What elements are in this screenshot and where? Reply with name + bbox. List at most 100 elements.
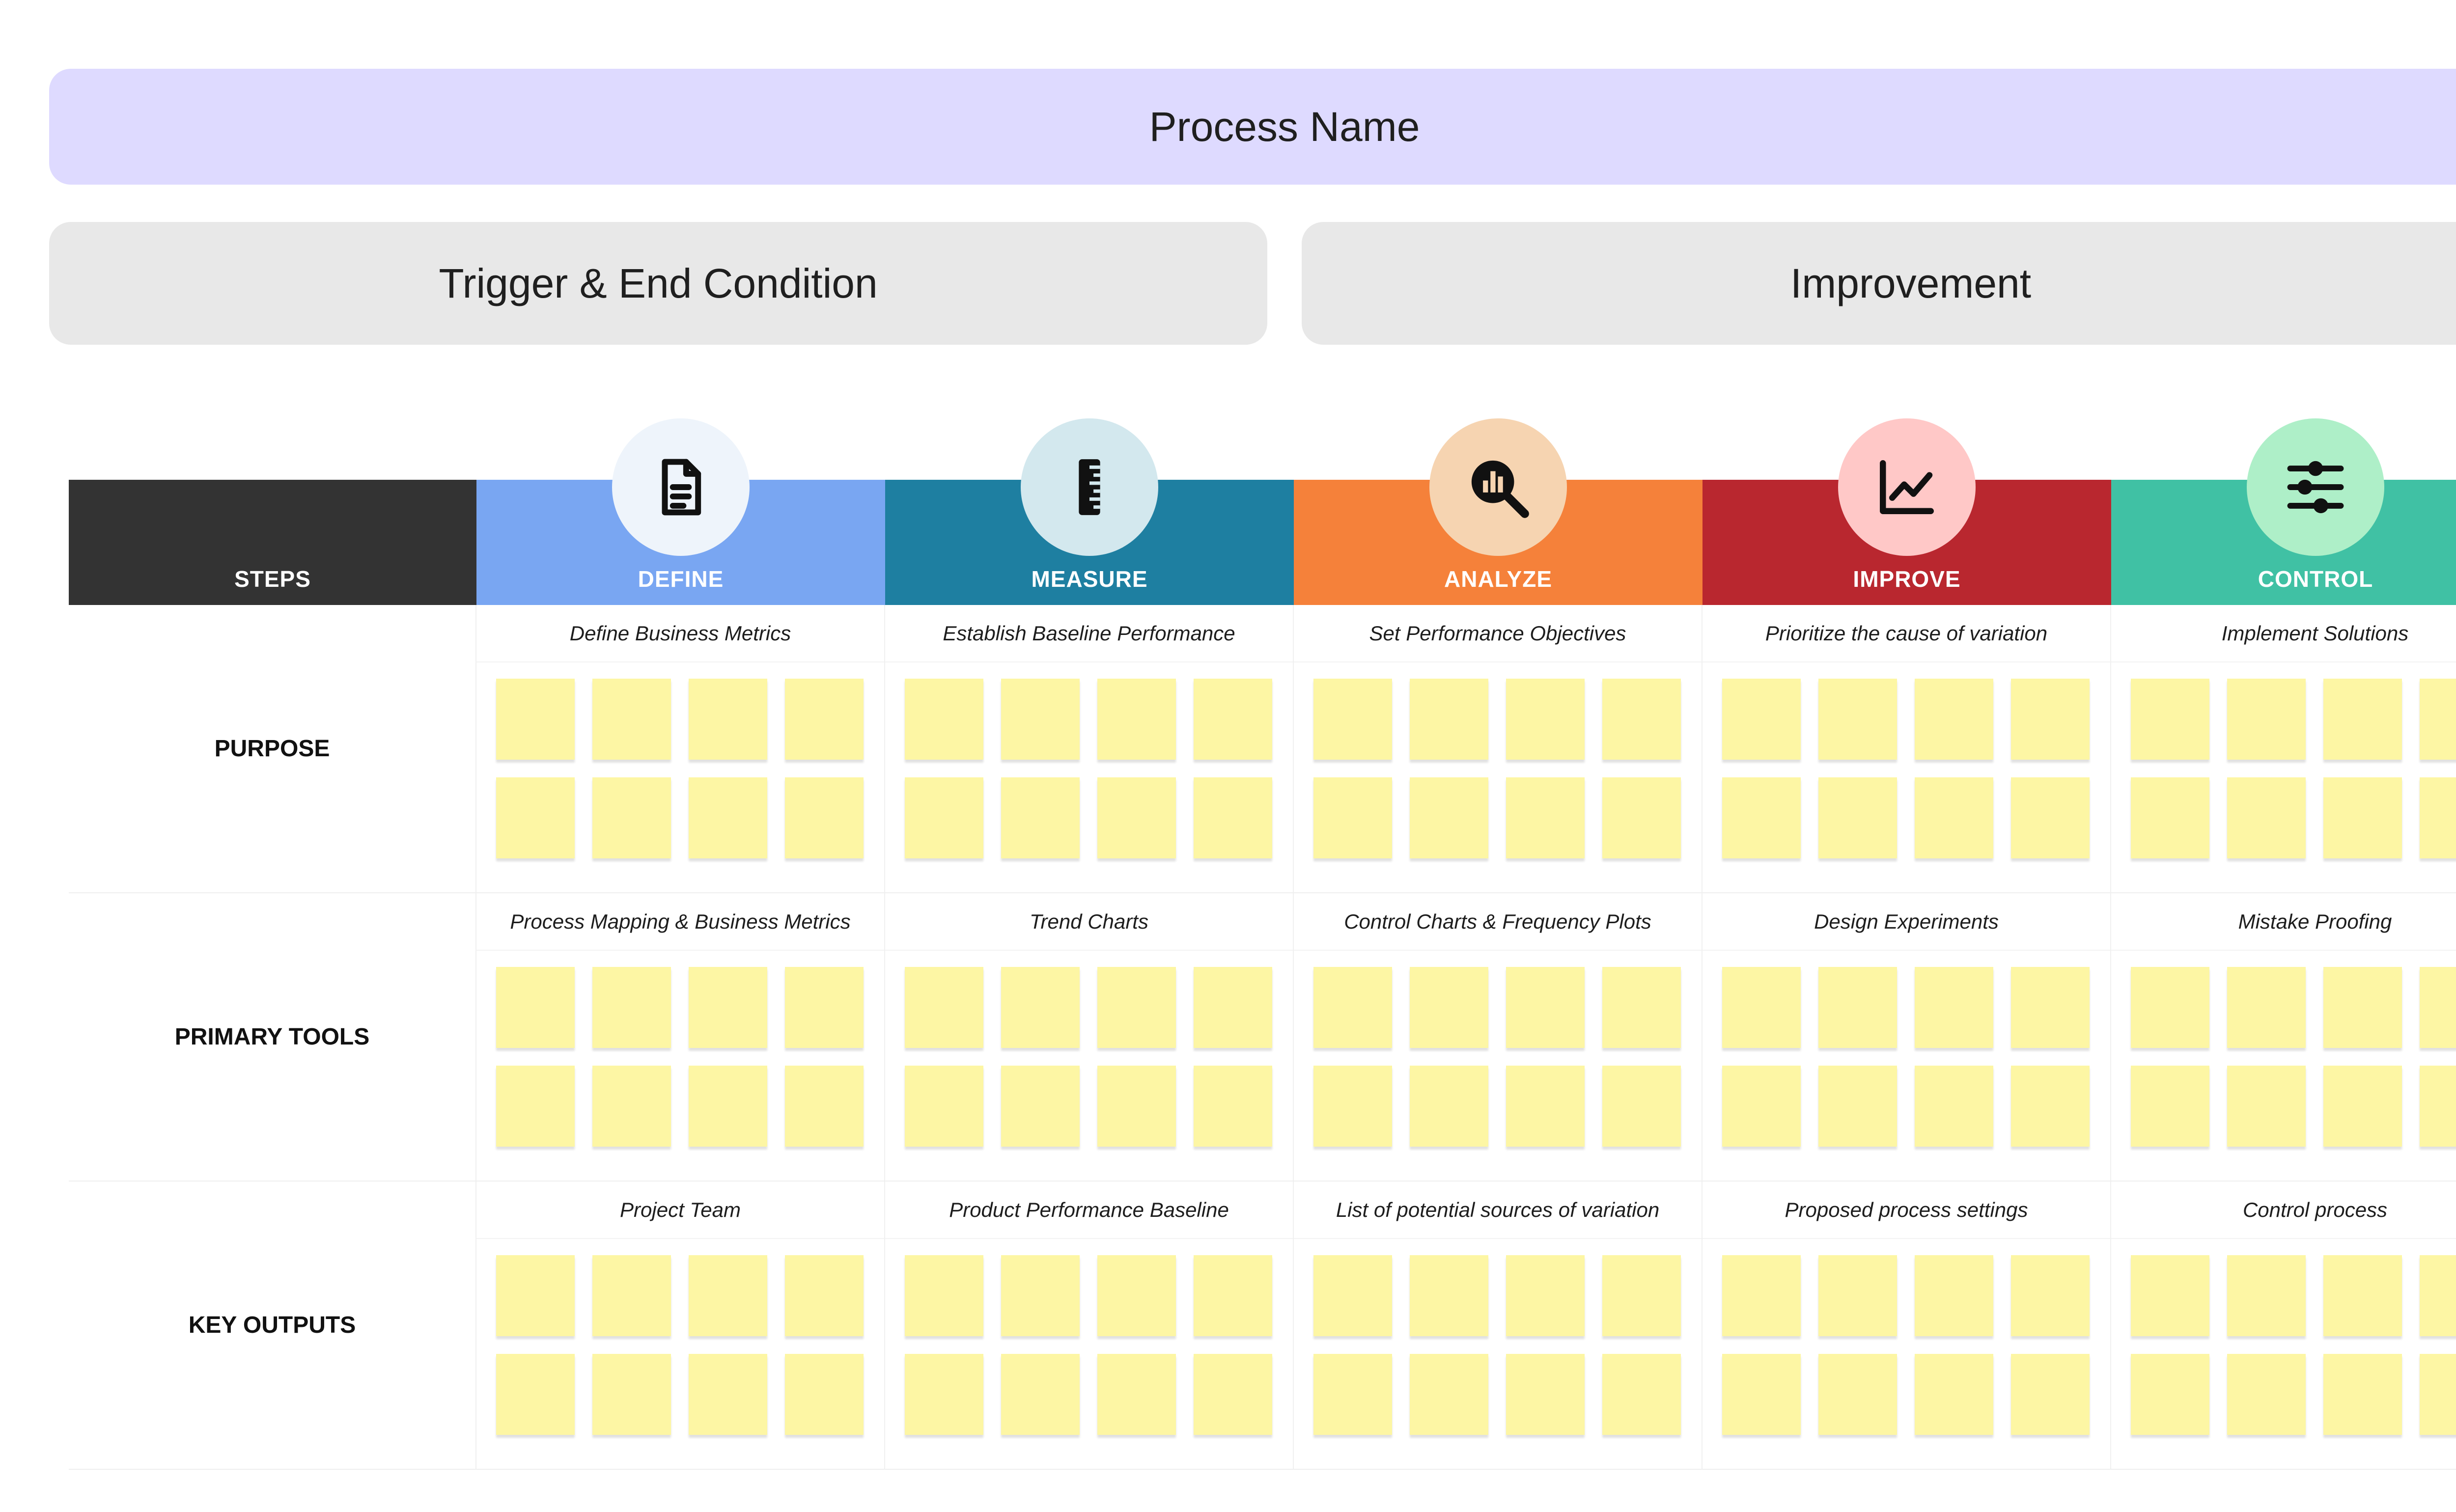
sticky-note[interactable] xyxy=(1001,679,1080,760)
sticky-note[interactable] xyxy=(1194,1066,1272,1147)
sticky-note[interactable] xyxy=(1313,1255,1392,1336)
sticky-note[interactable] xyxy=(1722,1255,1801,1336)
process-name-banner[interactable]: Process Name xyxy=(49,69,2456,185)
sticky-note[interactable] xyxy=(2011,967,2090,1048)
sticky-note[interactable] xyxy=(1915,1354,1993,1435)
sticky-note[interactable] xyxy=(1506,1354,1585,1435)
sticky-note[interactable] xyxy=(2420,679,2456,760)
sticky-note[interactable] xyxy=(1602,777,1681,858)
sticky-note[interactable] xyxy=(1194,967,1272,1048)
sticky-note[interactable] xyxy=(689,1354,767,1435)
sticky-note[interactable] xyxy=(1722,967,1801,1048)
sticky-note[interactable] xyxy=(496,1354,575,1435)
sticky-note[interactable] xyxy=(2131,967,2209,1048)
sticky-note[interactable] xyxy=(785,967,864,1048)
sticky-note[interactable] xyxy=(1602,1255,1681,1336)
sticky-note[interactable] xyxy=(905,967,983,1048)
sticky-note[interactable] xyxy=(1722,1066,1801,1147)
trigger-end-condition-banner[interactable]: Trigger & End Condition xyxy=(49,222,1267,345)
sticky-note[interactable] xyxy=(1506,777,1585,858)
sticky-note[interactable] xyxy=(905,777,983,858)
sticky-note[interactable] xyxy=(2131,1255,2209,1336)
sticky-note[interactable] xyxy=(2227,777,2306,858)
sticky-note[interactable] xyxy=(1313,679,1392,760)
sticky-note[interactable] xyxy=(1506,1066,1585,1147)
sticky-note[interactable] xyxy=(1410,1354,1488,1435)
sticky-note[interactable] xyxy=(496,1255,575,1336)
sticky-note[interactable] xyxy=(1506,1255,1585,1336)
sticky-note[interactable] xyxy=(1313,777,1392,858)
sticky-note[interactable] xyxy=(2323,1066,2402,1147)
improvement-banner[interactable]: Improvement xyxy=(1302,222,2456,345)
sticky-note[interactable] xyxy=(1818,777,1897,858)
sticky-note[interactable] xyxy=(1097,1354,1176,1435)
sticky-note[interactable] xyxy=(496,679,575,760)
sticky-note[interactable] xyxy=(1915,1066,1993,1147)
sticky-note[interactable] xyxy=(1410,1066,1488,1147)
sticky-note[interactable] xyxy=(785,1066,864,1147)
sticky-note[interactable] xyxy=(1001,777,1080,858)
sticky-note[interactable] xyxy=(496,777,575,858)
sticky-note[interactable] xyxy=(905,1354,983,1435)
sticky-note[interactable] xyxy=(2420,777,2456,858)
sticky-note[interactable] xyxy=(1915,777,1993,858)
sticky-note[interactable] xyxy=(1313,1066,1392,1147)
sticky-note[interactable] xyxy=(2011,679,2090,760)
sticky-note[interactable] xyxy=(2323,679,2402,760)
sticky-note[interactable] xyxy=(2420,1066,2456,1147)
sticky-note[interactable] xyxy=(905,679,983,760)
sticky-note[interactable] xyxy=(2011,1354,2090,1435)
sticky-note[interactable] xyxy=(1602,679,1681,760)
sticky-note[interactable] xyxy=(592,1066,671,1147)
sticky-note[interactable] xyxy=(1194,1354,1272,1435)
sticky-note[interactable] xyxy=(2323,777,2402,858)
sticky-note[interactable] xyxy=(1722,1354,1801,1435)
sticky-note[interactable] xyxy=(1001,1255,1080,1336)
sticky-note[interactable] xyxy=(1602,1066,1681,1147)
sticky-note[interactable] xyxy=(2227,967,2306,1048)
sticky-note[interactable] xyxy=(785,777,864,858)
sticky-note[interactable] xyxy=(2227,1255,2306,1336)
sticky-note[interactable] xyxy=(1313,1354,1392,1435)
sticky-note[interactable] xyxy=(689,967,767,1048)
sticky-note[interactable] xyxy=(1194,679,1272,760)
sticky-note[interactable] xyxy=(2011,777,2090,858)
sticky-note[interactable] xyxy=(1602,1354,1681,1435)
sticky-note[interactable] xyxy=(1410,1255,1488,1336)
sticky-note[interactable] xyxy=(2323,1255,2402,1336)
sticky-note[interactable] xyxy=(689,777,767,858)
sticky-note[interactable] xyxy=(2011,1255,2090,1336)
sticky-note[interactable] xyxy=(1506,679,1585,760)
sticky-note[interactable] xyxy=(592,1255,671,1336)
sticky-note[interactable] xyxy=(1410,967,1488,1048)
sticky-note[interactable] xyxy=(2420,1255,2456,1336)
sticky-note[interactable] xyxy=(1915,967,1993,1048)
sticky-note[interactable] xyxy=(1602,967,1681,1048)
sticky-note[interactable] xyxy=(1097,1255,1176,1336)
sticky-note[interactable] xyxy=(1097,679,1176,760)
sticky-note[interactable] xyxy=(1818,1066,1897,1147)
sticky-note[interactable] xyxy=(1194,777,1272,858)
sticky-note[interactable] xyxy=(1410,679,1488,760)
sticky-note[interactable] xyxy=(592,679,671,760)
sticky-note[interactable] xyxy=(2131,1354,2209,1435)
sticky-note[interactable] xyxy=(1915,1255,1993,1336)
sticky-note[interactable] xyxy=(1097,967,1176,1048)
sticky-note[interactable] xyxy=(785,1354,864,1435)
sticky-note[interactable] xyxy=(2420,1354,2456,1435)
sticky-note[interactable] xyxy=(1001,1066,1080,1147)
sticky-note[interactable] xyxy=(2323,1354,2402,1435)
sticky-note[interactable] xyxy=(1818,679,1897,760)
sticky-note[interactable] xyxy=(592,967,671,1048)
sticky-note[interactable] xyxy=(689,1255,767,1336)
sticky-note[interactable] xyxy=(1818,967,1897,1048)
sticky-note[interactable] xyxy=(689,1066,767,1147)
sticky-note[interactable] xyxy=(2131,1066,2209,1147)
sticky-note[interactable] xyxy=(1097,777,1176,858)
sticky-note[interactable] xyxy=(1818,1255,1897,1336)
sticky-note[interactable] xyxy=(1001,1354,1080,1435)
sticky-note[interactable] xyxy=(2323,967,2402,1048)
sticky-note[interactable] xyxy=(1194,1255,1272,1336)
sticky-note[interactable] xyxy=(2420,967,2456,1048)
sticky-note[interactable] xyxy=(1410,777,1488,858)
